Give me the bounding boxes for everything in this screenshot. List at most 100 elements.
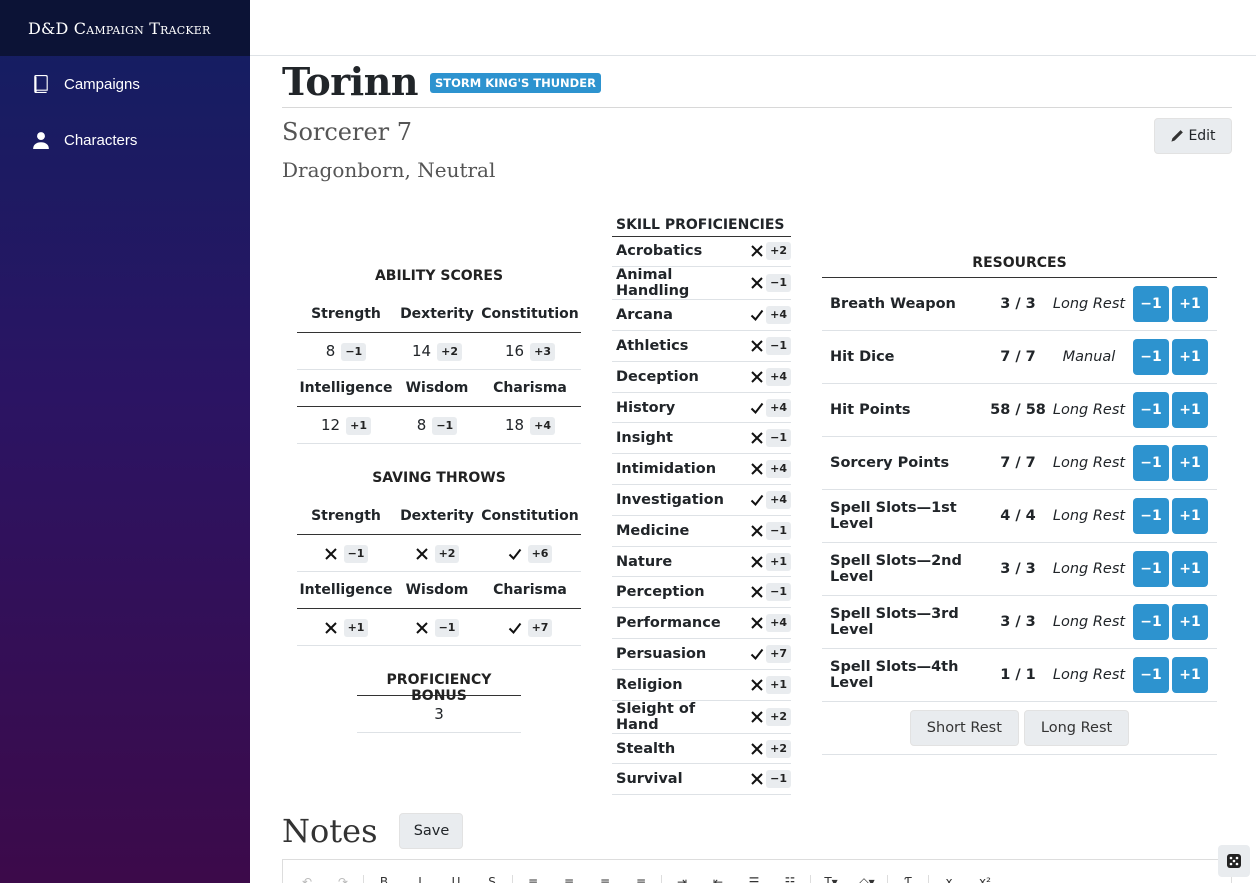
underline-icon[interactable]: U <box>451 875 461 883</box>
skill-modifier-cell: +4 <box>764 392 791 424</box>
title-row: Torinn STORM KING'S THUNDER <box>282 56 1232 108</box>
resource-row: Spell Slots—1st Level 4 / 4 Long Rest −1 +1 <box>822 490 1217 543</box>
skill-modifier: −1 <box>766 429 791 448</box>
long-rest-button[interactable]: Long Rest <box>1023 710 1130 746</box>
toolbar-separator <box>661 875 662 883</box>
cross-icon <box>324 621 337 634</box>
saving-throw: −1 <box>395 609 479 646</box>
check-icon <box>750 402 764 414</box>
fill-color-icon[interactable]: ◇▾ <box>859 875 875 883</box>
increment-button[interactable]: +1 <box>1172 392 1208 428</box>
skill-proficiency <box>738 299 765 332</box>
cross-icon <box>415 621 428 634</box>
align-left-icon[interactable]: ≡ <box>527 875 539 883</box>
save-notes-button[interactable]: Save <box>399 813 464 849</box>
decrement-button[interactable]: −1 <box>1133 551 1169 587</box>
resources-title-row: RESOURCES <box>822 248 1217 278</box>
resource-name: Spell Slots—2nd Level <box>830 553 962 585</box>
skill-row: Intimidation +4 <box>612 453 791 486</box>
toolbar-separator <box>928 875 929 883</box>
skill-name: Survival <box>612 763 739 796</box>
sidebar-item-characters[interactable]: Characters <box>0 112 250 168</box>
decrement-button[interactable]: −1 <box>1133 604 1169 640</box>
skill-proficiency <box>738 607 765 640</box>
app-brand[interactable]: D&D Campaign Tracker <box>0 0 250 56</box>
skill-row: Deception +4 <box>612 361 791 393</box>
ability-name: Constitution <box>479 296 581 333</box>
skill-modifier-cell: −1 <box>764 330 791 362</box>
skill-proficiency <box>738 330 765 362</box>
decrement-button[interactable]: −1 <box>1133 339 1169 375</box>
skill-modifier: +4 <box>766 614 791 633</box>
resource-value: 7 / 7 <box>1000 349 1036 365</box>
align-right-icon[interactable]: ≡ <box>599 875 611 883</box>
saving-throw: +7 <box>479 609 581 646</box>
increment-button[interactable]: +1 <box>1172 286 1208 322</box>
ability-modifier: −1 <box>432 416 458 435</box>
toolbar-separator <box>887 875 888 883</box>
skill-row: Sleight of Hand +2 <box>612 700 791 734</box>
skill-name: Athletics <box>612 330 739 362</box>
cross-icon <box>751 586 763 599</box>
superscript-icon[interactable]: x² <box>979 875 991 883</box>
skill-row: Perception −1 <box>612 576 791 609</box>
resource-value: 7 / 7 <box>1000 455 1036 471</box>
decrement-button[interactable]: −1 <box>1133 657 1169 693</box>
campaign-badge[interactable]: STORM KING'S THUNDER <box>429 72 601 93</box>
race-alignment: Dragonborn, Neutral <box>282 158 496 182</box>
italic-icon[interactable]: I <box>418 875 422 883</box>
increment-button[interactable]: +1 <box>1172 498 1208 534</box>
toolbar-separator <box>363 875 364 883</box>
skill-modifier-cell: −1 <box>764 576 791 609</box>
short-rest-button[interactable]: Short Rest <box>909 710 1019 746</box>
ability-scores-table: Strength Dexterity Constitution 8 −1 14 +2 16 +3… <box>297 296 581 444</box>
decrement-button[interactable]: −1 <box>1133 445 1169 481</box>
increment-button[interactable]: +1 <box>1172 657 1208 693</box>
decrement-button[interactable]: −1 <box>1133 392 1169 428</box>
increment-button[interactable]: +1 <box>1172 604 1208 640</box>
increment-button[interactable]: +1 <box>1172 339 1208 375</box>
check-icon <box>750 648 764 660</box>
skill-modifier: +4 <box>766 367 791 386</box>
decrement-button[interactable]: −1 <box>1133 498 1169 534</box>
save-modifier: −1 <box>434 618 460 637</box>
edit-button[interactable]: Edit <box>1154 118 1232 154</box>
bold-icon[interactable]: B <box>379 875 389 883</box>
ability-score-value: 12 <box>321 416 341 434</box>
outdent-icon[interactable]: ⇤ <box>712 875 724 883</box>
check-icon <box>750 310 764 322</box>
save-name: Wisdom <box>395 572 479 609</box>
strikethrough-icon[interactable]: S <box>488 875 496 883</box>
ability-score-value: 18 <box>505 416 525 434</box>
sidebar-item-campaigns[interactable]: Campaigns <box>0 56 250 112</box>
skill-row: Nature +1 <box>612 546 791 578</box>
skill-proficiency <box>738 669 765 701</box>
skill-name: Persuasion <box>612 638 739 670</box>
bullet-list-icon[interactable]: ☰ <box>748 875 760 883</box>
increment-button[interactable]: +1 <box>1172 551 1208 587</box>
skill-row: Persuasion +7 <box>612 638 791 670</box>
resource-reset: Long Rest <box>1052 455 1126 471</box>
indent-icon[interactable]: ⇥ <box>676 875 688 883</box>
clear-format-icon[interactable]: Ƭ <box>904 875 912 883</box>
decrement-button[interactable]: −1 <box>1133 286 1169 322</box>
align-center-icon[interactable]: ≡ <box>563 875 575 883</box>
numbered-list-icon[interactable]: ☷ <box>784 875 796 883</box>
cross-icon <box>751 245 763 258</box>
undo-icon[interactable]: ↶ <box>301 875 313 883</box>
increment-button[interactable]: +1 <box>1172 445 1208 481</box>
dice-roller-button[interactable] <box>1218 845 1250 877</box>
subscript-icon[interactable]: x <box>945 875 953 883</box>
resource-row: Hit Points 58 / 58 Long Rest −1 +1 <box>822 384 1217 437</box>
ability-name: Wisdom <box>395 370 479 407</box>
ability-modifier: +3 <box>530 342 555 361</box>
resource-reset: Long Rest <box>1052 402 1126 418</box>
text-style-icon[interactable]: T▾ <box>824 875 838 883</box>
saving-throws-title: SAVING THROWS <box>372 470 506 486</box>
skill-name: Stealth <box>612 733 739 765</box>
ability-section: ABILITY SCORES Strength Dexterity Constitu… <box>297 268 581 733</box>
save-modifier: +6 <box>527 544 553 563</box>
align-justify-icon[interactable]: ≡ <box>635 875 647 883</box>
redo-icon[interactable]: ↷ <box>337 875 349 883</box>
